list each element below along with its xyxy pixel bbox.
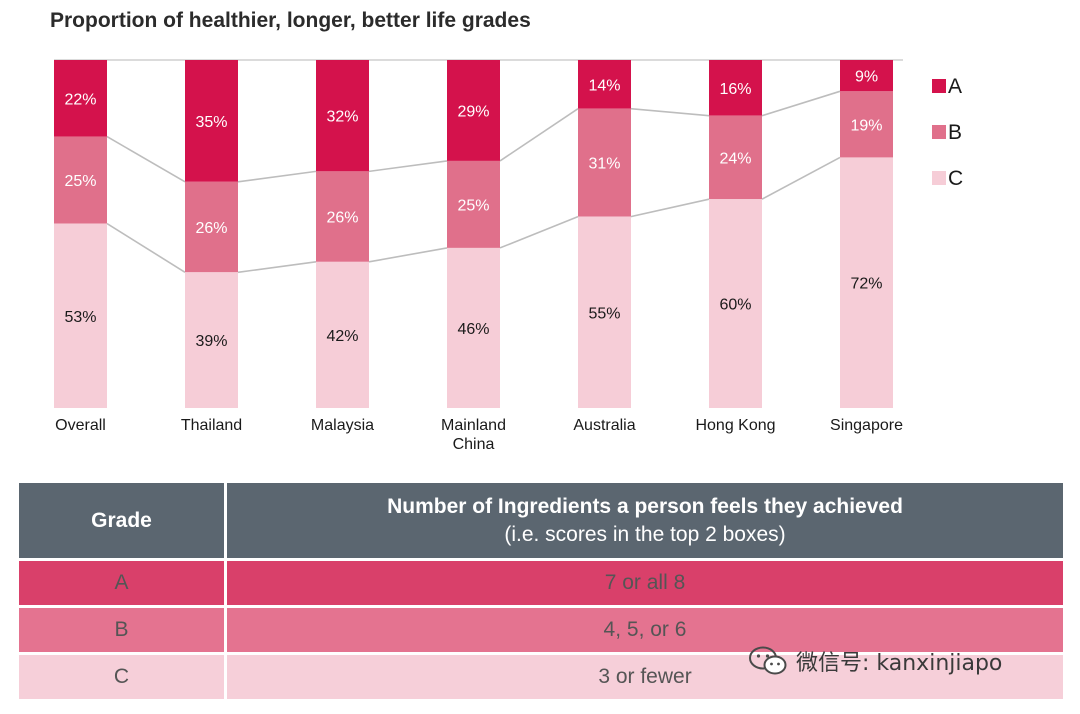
connector-line (368, 247, 448, 263)
bar-a-overall (54, 60, 107, 137)
data-label: 60% (719, 297, 751, 314)
bar-a-singapore (840, 60, 893, 92)
legend-swatch-a (932, 79, 946, 93)
table-row: A 7 or all 8 (16, 558, 1066, 608)
bar-a-hong-kong (709, 60, 762, 116)
data-label: 53% (64, 309, 96, 326)
data-label: 22% (64, 91, 96, 108)
table-row: C 3 or fewer (16, 652, 1066, 702)
category-label: Singapore (830, 417, 903, 434)
ingredients-cell: 4, 5, or 6 (224, 605, 1066, 655)
header-ingredients-note: (i.e. scores in the top 2 boxes) (504, 522, 786, 546)
grade-definition-table: Grade Number of Ingredients a person fee… (16, 480, 1066, 702)
table-header-row: Grade Number of Ingredients a person fee… (16, 480, 1066, 561)
connector-line (761, 156, 841, 200)
chart-title: Proportion of healthier, longer, better … (50, 9, 531, 32)
legend-label-a: A (948, 75, 962, 98)
bar-c-hong-kong (709, 199, 762, 408)
connector-line (106, 222, 186, 273)
data-label: 25% (64, 173, 96, 190)
watermark-text: 微信号: kanxinjiapo (796, 651, 1003, 676)
category-label: Australia (573, 417, 635, 434)
data-label: 29% (457, 103, 489, 120)
connector-line (499, 215, 579, 249)
bar-b-thailand (185, 181, 238, 273)
stacked-bar-chart: 22% 25% 53% 35% 26% 39% 32% 26% 42% 29% 25% 46% 14% 3… (54, 59, 963, 453)
bar-c-malaysia (316, 261, 369, 408)
category-label: Mainland China (441, 417, 506, 453)
grade-cell: C (16, 652, 227, 702)
legend-swatch-c (932, 171, 946, 185)
data-label: 42% (326, 328, 358, 345)
bar-c-australia (578, 216, 631, 408)
category-label: Malaysia (311, 417, 374, 434)
legend-label-c: C (948, 167, 963, 190)
data-label: 39% (195, 333, 227, 350)
bar-a-thailand (185, 60, 238, 182)
data-label: 24% (719, 150, 751, 167)
data-label: 26% (195, 220, 227, 237)
wechat-icon (749, 646, 787, 675)
header-grade: Grade (16, 480, 227, 561)
connector-line (237, 261, 317, 274)
connector-line (630, 198, 710, 218)
data-label: 16% (719, 81, 751, 98)
connector-line (499, 108, 579, 162)
bar-c-overall (54, 223, 107, 408)
header-ingredients: Number of Ingredients a person feels the… (224, 480, 1066, 561)
legend-swatch-b (932, 125, 946, 139)
bar-c-mainland-china (447, 247, 500, 408)
grade-cell: B (16, 605, 227, 655)
category-label: Hong Kong (695, 417, 775, 434)
data-label: 25% (457, 197, 489, 214)
bar-b-mainland-china (447, 160, 500, 248)
ingredients-cell: 7 or all 8 (224, 558, 1066, 608)
bar-b-malaysia (316, 171, 369, 262)
bar-b-australia (578, 108, 631, 217)
connector-line (630, 107, 710, 117)
data-label: 26% (326, 210, 358, 227)
connector-line (761, 90, 841, 117)
bar-c-singapore (840, 157, 893, 408)
watermark: 微信号: kanxinjiapo (748, 645, 1002, 677)
bar-a-mainland-china (447, 60, 500, 161)
data-label: 14% (588, 77, 620, 94)
data-label: 31% (588, 156, 620, 173)
data-label: 72% (850, 276, 882, 293)
header-ingredients-title: Number of Ingredients a person feels the… (387, 494, 903, 518)
bar-a-malaysia (316, 60, 369, 172)
data-label: 9% (855, 69, 878, 86)
connector-line (237, 170, 317, 183)
bar-b-singapore (840, 91, 893, 158)
table-row: B 4, 5, or 6 (16, 605, 1066, 655)
category-label: Overall (55, 417, 106, 434)
legend-label-b: B (948, 121, 962, 144)
grade-cell: A (16, 558, 227, 608)
data-label: 46% (457, 321, 489, 338)
bar-c-thailand (185, 272, 238, 408)
data-label: 19% (850, 117, 882, 134)
category-label: Thailand (181, 417, 242, 434)
ingredients-cell: 3 or fewer (224, 652, 1066, 702)
data-label: 55% (588, 305, 620, 322)
bar-b-overall (54, 136, 107, 224)
bar-a-australia (578, 60, 631, 109)
connector-line (368, 160, 448, 173)
data-label: 32% (326, 109, 358, 126)
data-label: 35% (195, 114, 227, 131)
connector-line (106, 135, 186, 183)
bar-b-hong-kong (709, 115, 762, 200)
